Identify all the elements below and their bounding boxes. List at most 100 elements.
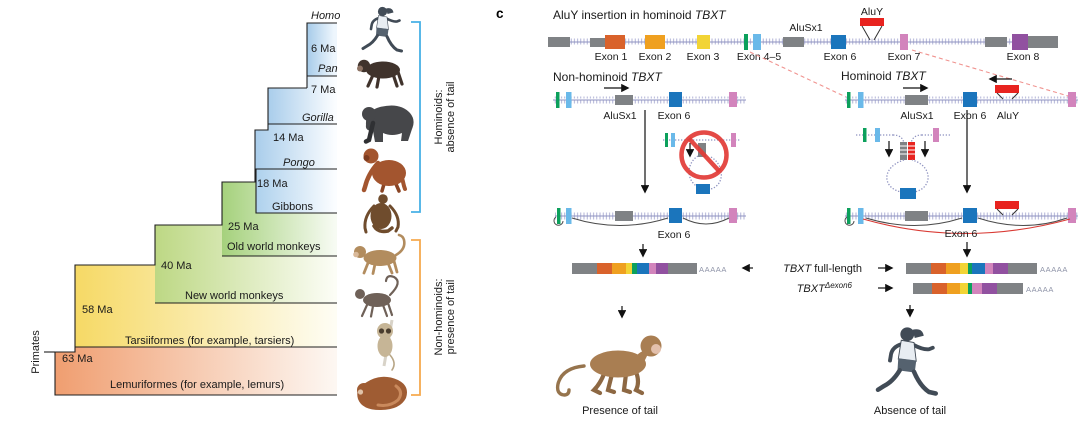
h-spliced-alusx1 — [905, 211, 928, 221]
clade-box-25ma — [222, 182, 337, 256]
h-exon6-label: Exon 6 — [954, 110, 987, 122]
exon1-box — [605, 35, 625, 49]
nh-alusx1-box — [615, 95, 633, 105]
pair-exon6-box — [900, 188, 916, 199]
h-spliced-exon6 — [963, 208, 977, 223]
nh-exon6-box — [669, 92, 682, 107]
animal-silhouette-column — [353, 6, 414, 410]
poly-a-left: AAAAA — [699, 265, 727, 274]
alusx1-track-label: AluSx1 — [789, 22, 822, 34]
zoom-dashed-line-left — [749, 51, 847, 98]
exon1-utr-gray-box — [590, 38, 605, 47]
new-world-monkey-silhouette-icon — [355, 275, 399, 318]
exon4-bar — [744, 34, 748, 50]
pair-hybridization-hatch — [900, 145, 915, 155]
hominoid-track: Hominoid TBXT AluSx1 Exon 6 AluY — [841, 69, 1078, 122]
hominoid-title-gene: TBXT — [895, 69, 927, 83]
non-hominoid-title-gene: TBXT — [631, 70, 663, 84]
nh-exon6-label: Exon 6 — [658, 110, 691, 122]
absence-of-tail-caption: Absence of tail — [874, 405, 946, 417]
tree-branch-lines — [44, 22, 337, 396]
hominoid-title-prefix: Hominoid — [841, 69, 895, 83]
hominoid-spliced-track: Exon 6 — [844, 201, 1078, 240]
clade-box-18ma — [256, 169, 337, 213]
clade-box-14ma — [255, 124, 337, 169]
prohibition-icon — [679, 130, 729, 180]
delta-gene: TBXT — [797, 283, 826, 295]
h-aluy-label: AluY — [997, 110, 1019, 122]
exon6-label: Exon 6 — [824, 51, 857, 63]
presence-of-tail-caption: Presence of tail — [582, 405, 658, 417]
tailed-monkey-silhouette — [555, 335, 662, 397]
panel-title-prefix: AluY insertion in hominoid — [553, 8, 695, 22]
taxon-label-new-world-monkeys: New world monkeys — [185, 290, 284, 302]
hominoid-bracket-label-line2: absence of tail — [445, 82, 457, 153]
no-pair-exon5 — [671, 133, 675, 147]
pair-alusx1-box — [900, 142, 907, 160]
orangutan-silhouette-icon — [361, 148, 407, 193]
pair-exon7 — [933, 128, 939, 142]
exon2-box — [645, 35, 665, 49]
no-alu-pairing-icon — [663, 130, 740, 194]
hominoid-title: Hominoid TBXT — [841, 69, 927, 83]
h-alusx1-box — [905, 95, 928, 105]
gorilla-silhouette-icon — [362, 105, 414, 144]
pair-exon4 — [863, 128, 867, 142]
non-hominoid-spliced-track: Exon 6 — [553, 208, 746, 241]
age-label-18ma: 18 Ma — [257, 178, 288, 190]
age-label-7ma: 7 Ma — [311, 84, 336, 96]
pair-loop — [886, 159, 929, 194]
mrna-full-length-non-hominoid: AAAAA — [572, 263, 727, 274]
exon7-label: Exon 7 — [888, 51, 921, 63]
h-spliced-aluy-glyph — [995, 201, 1019, 216]
mrna-delta-exon6-hominoid: AAAAA — [913, 283, 1054, 294]
non-hominoid-track: Non-hominoid TBXT AluSx1 Exon 6 — [553, 70, 746, 122]
nh-spliced-exon6 — [669, 208, 682, 223]
nh-spliced-exon6-label: Exon 6 — [658, 229, 691, 241]
age-label-6ma: 6 Ma — [311, 43, 336, 55]
h-spliced-exon6-label: Exon 6 — [945, 228, 978, 240]
tarsier-silhouette-icon — [377, 319, 395, 371]
taxon-label-gorilla: Gorilla — [302, 112, 334, 124]
nh-exon4-bar — [556, 92, 560, 108]
h-alusx1-label: AluSx1 — [900, 110, 933, 122]
nh-spliced-exon7 — [729, 208, 737, 223]
panel-title-gene: TBXT — [695, 8, 727, 22]
tail-brackets: Hominoids: absence of tail Non-hominoids… — [411, 21, 457, 396]
human-silhouette-icon — [361, 6, 403, 53]
hominoid-bracket-label-line1: Hominoids: — [433, 89, 445, 144]
nh-alusx1-label: AluSx1 — [603, 110, 636, 122]
non-hominoid-bracket-label-line2: presence of tail — [445, 280, 457, 355]
hominoid-bracket — [411, 21, 421, 213]
h-exon-skip-arc — [862, 218, 1071, 234]
exon5-bar — [753, 34, 761, 50]
age-label-25ma: 25 Ma — [228, 221, 259, 233]
no-pair-exon6-box — [696, 184, 710, 194]
pair-aluy-box — [908, 142, 915, 160]
h-splice-arc-1 — [865, 217, 963, 226]
old-world-monkey-silhouette-icon — [353, 233, 406, 275]
non-hominoid-title-prefix: Non-hominoid — [553, 70, 631, 84]
nh-splice-arc-2 — [682, 217, 730, 225]
age-label-58ma: 58 Ma — [82, 304, 113, 316]
non-hominoid-bracket-label-line1: Non-hominoids: — [433, 278, 445, 355]
alusx1-box — [783, 37, 804, 47]
h-spliced-exon5 — [858, 208, 864, 224]
nh-spliced-exon5 — [566, 208, 572, 224]
chimpanzee-silhouette-icon — [357, 59, 404, 89]
no-pair-exon4 — [665, 133, 668, 147]
upstream-gray-box — [548, 37, 570, 47]
full-length-transcript-label: TBXT full-length — [783, 263, 862, 275]
exon8-label: Exon 8 — [1007, 51, 1040, 63]
exon2-label: Exon 2 — [639, 51, 672, 63]
poly-a-right-delta: AAAAA — [1026, 285, 1054, 294]
h-exon7-bar — [1068, 92, 1076, 107]
nh-splice-arc-1 — [571, 217, 669, 226]
genetics-panel: c AluY insertion in hominoid TBXT AluSx1 — [496, 6, 1078, 417]
nh-lariat-loop — [553, 216, 564, 226]
mrna-full-length-hominoid: AAAAA — [906, 263, 1067, 274]
intron-gray-box — [985, 37, 1007, 47]
h-exon6-box — [963, 92, 977, 107]
delta-exon6-transcript-label: TBXTΔexon6 — [797, 281, 853, 295]
